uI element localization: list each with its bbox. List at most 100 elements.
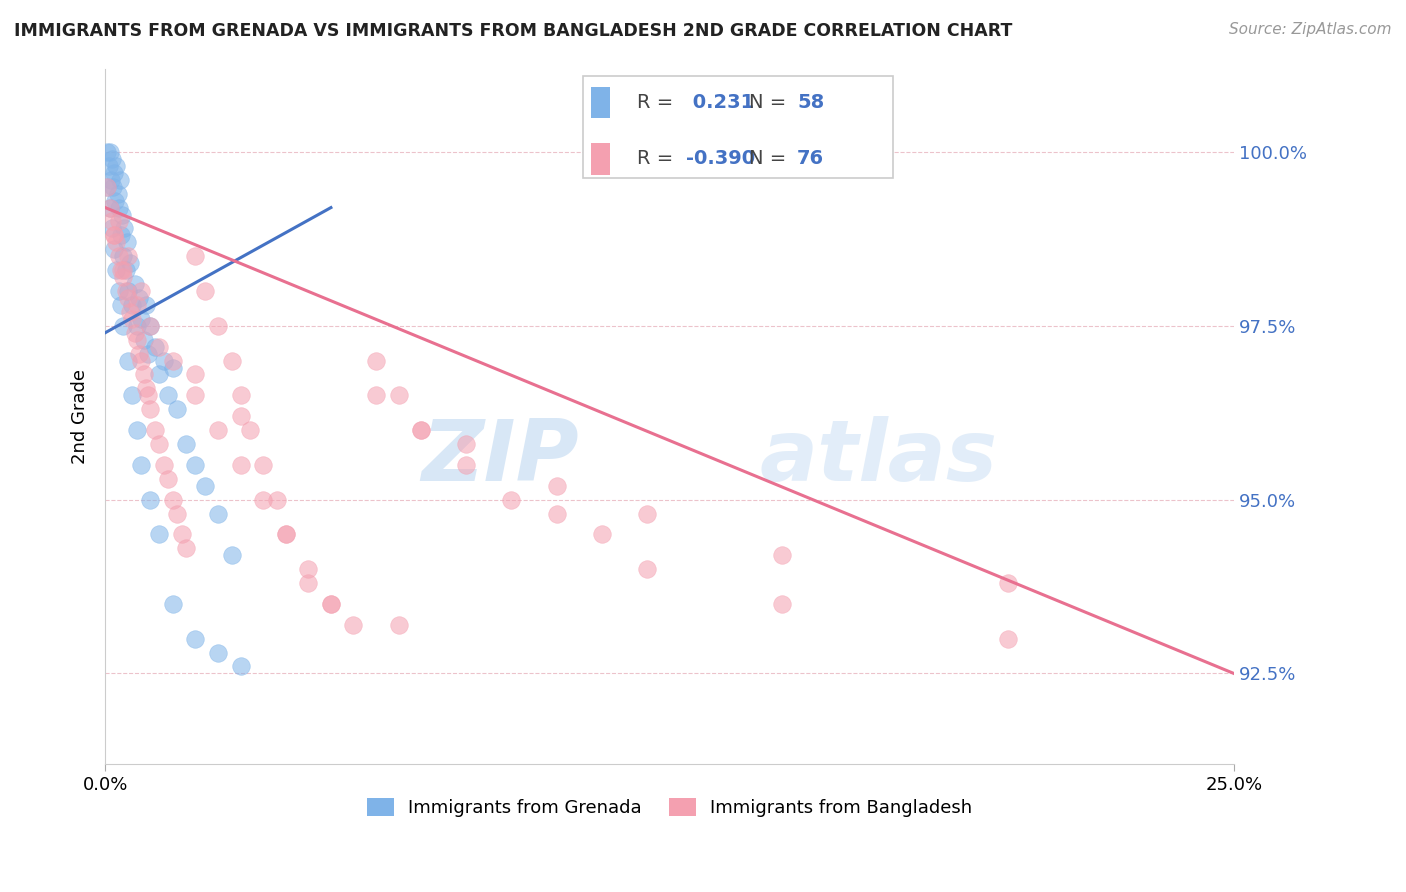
Point — [117, 353, 139, 368]
Point — [103, 166, 125, 180]
Point — [101, 152, 124, 166]
Point — [166, 402, 188, 417]
Point — [157, 472, 180, 486]
Text: atlas: atlas — [759, 417, 998, 500]
Point — [104, 194, 127, 208]
Point — [100, 173, 122, 187]
Text: ZIP: ZIP — [422, 417, 579, 500]
Point — [103, 242, 125, 256]
Point — [143, 423, 166, 437]
Point — [139, 318, 162, 333]
Point — [388, 388, 411, 402]
Point — [207, 646, 229, 660]
Text: Source: ZipAtlas.com: Source: ZipAtlas.com — [1229, 22, 1392, 37]
Point — [162, 492, 184, 507]
Point — [131, 284, 153, 298]
Point — [297, 562, 319, 576]
Point — [115, 235, 138, 250]
Point — [388, 617, 411, 632]
Point — [124, 277, 146, 291]
Point — [342, 617, 364, 632]
Point — [770, 597, 793, 611]
Point — [96, 145, 118, 159]
Point — [103, 228, 125, 243]
Point — [252, 492, 274, 507]
Point — [125, 333, 148, 347]
Point — [252, 458, 274, 472]
Point — [229, 388, 252, 402]
Point — [148, 340, 170, 354]
Text: 76: 76 — [797, 149, 824, 169]
Point — [117, 291, 139, 305]
Point — [118, 305, 141, 319]
Point — [636, 562, 658, 576]
Point — [98, 201, 121, 215]
Point — [105, 159, 128, 173]
Point — [114, 263, 136, 277]
Point — [128, 346, 150, 360]
Point — [96, 179, 118, 194]
Text: N =: N = — [749, 93, 793, 112]
Point — [121, 298, 143, 312]
Point — [157, 388, 180, 402]
Point — [207, 318, 229, 333]
Point — [184, 458, 207, 472]
Point — [112, 249, 135, 263]
Point — [274, 527, 297, 541]
Point — [125, 298, 148, 312]
Point — [364, 353, 387, 368]
Point — [110, 298, 132, 312]
Text: N =: N = — [749, 149, 793, 169]
Point — [148, 437, 170, 451]
Point — [108, 173, 131, 187]
Point — [132, 368, 155, 382]
Point — [229, 409, 252, 424]
Point — [103, 228, 125, 243]
Text: IMMIGRANTS FROM GRENADA VS IMMIGRANTS FROM BANGLADESH 2ND GRADE CORRELATION CHAR: IMMIGRANTS FROM GRENADA VS IMMIGRANTS FR… — [14, 22, 1012, 40]
Point — [118, 256, 141, 270]
Point — [176, 541, 198, 556]
Point — [170, 527, 193, 541]
Point — [98, 201, 121, 215]
Point — [184, 368, 207, 382]
Point — [132, 333, 155, 347]
Point — [411, 423, 433, 437]
Point — [101, 214, 124, 228]
Point — [411, 423, 433, 437]
Point — [162, 353, 184, 368]
Point — [770, 548, 793, 562]
Point — [139, 318, 162, 333]
Point — [110, 228, 132, 243]
Point — [229, 458, 252, 472]
Point — [274, 527, 297, 541]
Point — [229, 659, 252, 673]
Point — [193, 479, 215, 493]
Point — [105, 235, 128, 250]
Point — [184, 249, 207, 263]
Text: -0.390: -0.390 — [686, 149, 755, 169]
Point — [121, 311, 143, 326]
Point — [153, 458, 176, 472]
Point — [111, 208, 134, 222]
Point — [546, 479, 568, 493]
Point — [131, 353, 153, 368]
Point — [162, 597, 184, 611]
Point — [153, 353, 176, 368]
Point — [107, 284, 129, 298]
Point — [135, 381, 157, 395]
Point — [117, 249, 139, 263]
Point — [131, 311, 153, 326]
Point — [117, 284, 139, 298]
Point — [135, 298, 157, 312]
Point — [239, 423, 262, 437]
Point — [148, 527, 170, 541]
Point — [591, 527, 613, 541]
Point — [546, 507, 568, 521]
Point — [136, 388, 159, 402]
Point — [112, 318, 135, 333]
Point — [103, 179, 125, 194]
Point — [143, 340, 166, 354]
Point — [184, 388, 207, 402]
Legend: Immigrants from Grenada, Immigrants from Bangladesh: Immigrants from Grenada, Immigrants from… — [360, 790, 980, 824]
Point — [128, 291, 150, 305]
